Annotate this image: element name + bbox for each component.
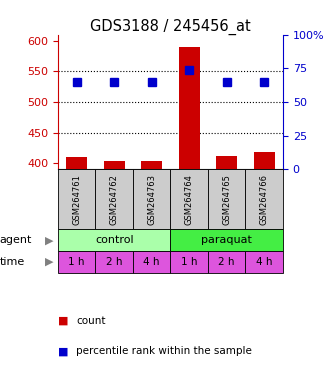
Bar [179, 47, 200, 169]
Bar [216, 156, 237, 169]
Bar [208, 169, 246, 230]
Bar [170, 169, 208, 230]
Bar [246, 251, 283, 273]
Text: 4 h: 4 h [143, 257, 160, 267]
Text: 2 h: 2 h [106, 257, 122, 267]
Bar [170, 230, 283, 251]
Text: 1 h: 1 h [181, 257, 198, 267]
Bar [133, 169, 170, 230]
Title: GDS3188 / 245456_at: GDS3188 / 245456_at [90, 18, 251, 35]
Bar [133, 251, 170, 273]
Bar [58, 169, 95, 230]
Bar [95, 251, 133, 273]
Text: paraquat: paraquat [201, 235, 252, 245]
Bar [95, 169, 133, 230]
Text: 1 h: 1 h [69, 257, 85, 267]
Bar [141, 161, 162, 169]
Bar [254, 152, 274, 169]
Text: ■: ■ [58, 346, 69, 356]
Text: agent: agent [0, 235, 32, 245]
Text: GSM264763: GSM264763 [147, 174, 156, 225]
Bar [246, 169, 283, 230]
Text: GSM264765: GSM264765 [222, 174, 231, 225]
Bar [58, 251, 95, 273]
Bar [58, 230, 170, 251]
Text: 2 h: 2 h [218, 257, 235, 267]
Text: GSM264764: GSM264764 [185, 174, 194, 225]
Text: GSM264761: GSM264761 [72, 174, 81, 225]
Text: control: control [95, 235, 133, 245]
Bar [66, 157, 87, 169]
Text: ▶: ▶ [45, 257, 54, 267]
Text: GSM264762: GSM264762 [110, 174, 119, 225]
Text: ■: ■ [58, 316, 69, 326]
Text: count: count [76, 316, 106, 326]
Text: ▶: ▶ [45, 235, 54, 245]
Text: 4 h: 4 h [256, 257, 272, 267]
Bar [104, 161, 124, 169]
Bar [170, 251, 208, 273]
Text: GSM264766: GSM264766 [260, 174, 269, 225]
Text: percentile rank within the sample: percentile rank within the sample [76, 346, 252, 356]
Text: time: time [0, 257, 25, 267]
Bar [208, 251, 246, 273]
